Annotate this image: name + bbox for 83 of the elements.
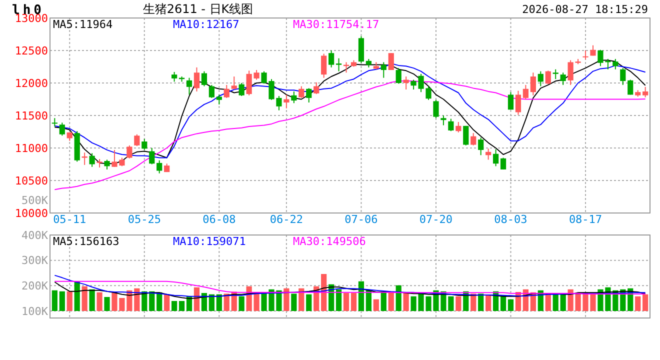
candlestick xyxy=(142,138,148,150)
candlestick xyxy=(358,36,364,64)
x-tick-label: 05-11 xyxy=(53,213,86,226)
candlestick xyxy=(201,70,208,87)
candlestick xyxy=(463,125,469,146)
candlestick xyxy=(238,82,244,96)
candlestick xyxy=(298,86,304,98)
text: 2026-08-27 18:15:29 xyxy=(522,3,648,16)
y-tick-label: 11500 xyxy=(14,109,48,122)
x-tick-label: 06-08 xyxy=(202,213,236,226)
candlestick xyxy=(538,70,544,87)
candlestick xyxy=(59,122,65,136)
candlestick xyxy=(208,84,214,98)
y-tick-label: 400K xyxy=(22,228,48,242)
candlestick xyxy=(456,122,462,133)
x-tick-label: 08-03 xyxy=(494,213,528,226)
x-tick-label: 07-20 xyxy=(419,213,453,226)
y-tick-label: 10000 xyxy=(14,206,48,220)
text: MA30:149506 xyxy=(293,235,366,248)
candlestick xyxy=(396,68,402,84)
candlestick xyxy=(486,148,492,160)
text: MA30:11754.17 xyxy=(293,18,380,31)
y-tick-label: 300K xyxy=(22,254,48,268)
candlestick xyxy=(224,84,230,98)
y-tick-label: 200K xyxy=(22,280,48,293)
candlestick xyxy=(440,115,446,126)
candlestick xyxy=(171,71,178,82)
text: MA10:12167 xyxy=(173,18,240,31)
candlestick xyxy=(321,53,327,78)
candlestick xyxy=(448,118,454,132)
text: 500K xyxy=(22,194,48,207)
candlestick xyxy=(515,90,522,116)
candlestick xyxy=(216,94,222,105)
candlestick xyxy=(306,88,312,103)
candlestick xyxy=(508,92,514,110)
x-tick-label: 08-17 xyxy=(568,213,602,226)
candlestick xyxy=(336,58,342,72)
y-tick-label: 12500 xyxy=(14,44,48,58)
candlestick xyxy=(545,70,551,85)
candlestick xyxy=(186,77,192,96)
text: MA10:159071 xyxy=(173,235,246,248)
candlestick xyxy=(231,76,237,90)
candlestick xyxy=(89,152,95,168)
candlestick xyxy=(388,52,394,70)
y-tick-label: 11000 xyxy=(14,142,48,155)
x-tick-label: 07-06 xyxy=(344,213,378,226)
line-series xyxy=(54,280,646,294)
text: MA5:156163 xyxy=(53,235,120,248)
candlestick xyxy=(284,94,290,109)
candlestick xyxy=(500,157,506,170)
x-tick-label: 05-25 xyxy=(128,213,161,226)
candlestick xyxy=(478,137,484,156)
candlestick xyxy=(126,144,132,159)
candlestick xyxy=(104,159,110,170)
candlestick xyxy=(82,152,88,166)
y-tick-label: 100K xyxy=(22,304,48,318)
y-tick-label: 12000 xyxy=(14,76,48,90)
candlestick xyxy=(403,76,409,90)
x-tick-label: 06-22 xyxy=(270,213,304,226)
candlestick xyxy=(612,58,618,70)
candlestick xyxy=(530,72,536,96)
candlestick xyxy=(380,62,386,78)
candlestick xyxy=(628,79,634,96)
candlestick xyxy=(134,134,140,147)
candlestick xyxy=(642,86,648,98)
candlestick xyxy=(314,82,320,95)
candlestick xyxy=(560,72,566,86)
candlestick xyxy=(492,148,499,167)
candlestick xyxy=(291,90,297,104)
candlestick xyxy=(194,66,200,92)
candlestick xyxy=(522,84,529,100)
candlestick xyxy=(149,148,155,165)
candlestick xyxy=(156,160,162,174)
candlestick xyxy=(470,132,476,146)
candlestick xyxy=(328,50,334,68)
candlestick xyxy=(552,68,558,80)
text: MA5:11964 xyxy=(53,18,113,31)
candlestick xyxy=(433,99,439,119)
candlestick xyxy=(582,50,588,60)
y-tick-label: 10500 xyxy=(14,174,48,188)
chart-title: 生猪2611 - 日K线图 xyxy=(142,2,254,16)
line-series xyxy=(54,274,646,297)
candlestick xyxy=(620,68,626,86)
